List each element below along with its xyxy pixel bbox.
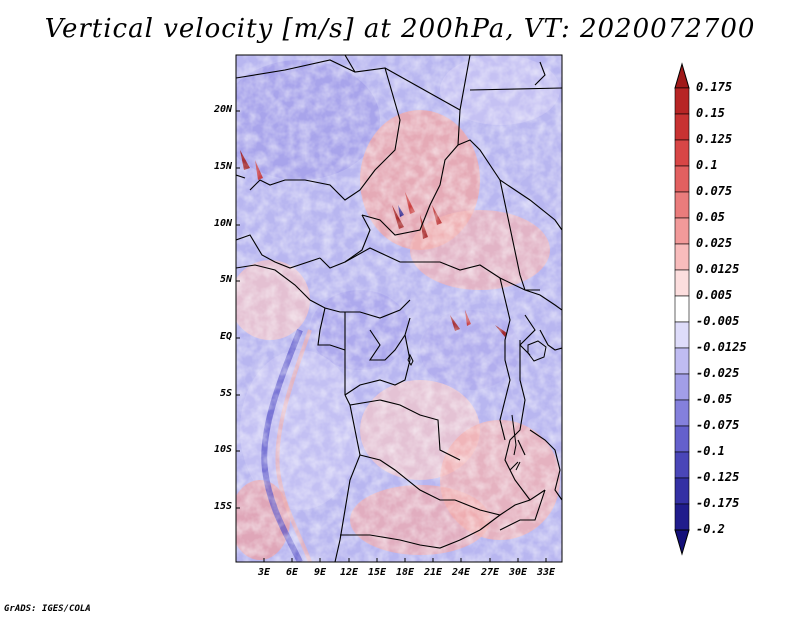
lon-label-12e: 12E [339,567,359,578]
colorbar-label: -0.025 [696,366,740,380]
colorbar-label: -0.125 [696,470,740,484]
colorbar-swatch [674,191,690,219]
colorbar-swatch [674,425,690,453]
colorbar-label: -0.05 [696,392,733,406]
colorbar-bottom-arrow [674,529,690,556]
lat-label-eq: EQ [219,331,232,342]
colorbar-swatch [674,139,690,167]
map-frame [235,54,563,563]
colorbar-label: 0.075 [696,184,733,198]
colorbar-swatch [674,321,690,349]
colorbar-swatch [674,87,690,115]
colorbar-label: 0.05 [696,210,725,224]
colorbar-top-arrow [674,62,690,89]
colorbar-swatch [674,503,690,531]
colorbar [674,62,690,556]
lat-label-15n: 15N [213,161,232,172]
colorbar-label: 0.005 [696,288,733,302]
colorbar-label: -0.005 [696,314,740,328]
colorbar-label: -0.175 [696,496,740,510]
colorbar-label: 0.175 [696,80,733,94]
lon-label-24e: 24E [451,567,471,578]
colorbar-swatch [674,165,690,193]
lon-label-21e: 21E [423,567,443,578]
grads-credit: GrADS: IGES/COLA [4,604,91,614]
colorbar-label: -0.2 [696,522,725,536]
map-title: Vertical velocity [m/s] at 200hPa, VT: 2… [44,14,756,44]
lon-label-3e: 3E [257,567,271,578]
colorbar-label: -0.075 [696,418,740,432]
lon-label-9e: 9E [313,567,327,578]
colorbar-swatch [674,477,690,505]
map-plot-area [236,55,562,562]
colorbar-label: 0.15 [696,106,725,120]
lon-label-6e: 6E [285,567,299,578]
colorbar-swatch [674,399,690,427]
colorbar-swatch [674,451,690,479]
colorbar-label: 0.0125 [696,262,740,276]
lat-label-20n: 20N [213,104,232,115]
lat-label-5n: 5N [219,274,232,285]
colorbar-swatch [674,113,690,141]
lon-label-18e: 18E [395,567,415,578]
lat-label-15s: 15S [213,501,232,512]
colorbar-swatch [674,217,690,245]
colorbar-swatch [674,269,690,297]
colorbar-label: 0.1 [696,158,718,172]
colorbar-swatch [674,243,690,271]
colorbar-swatch [674,347,690,375]
lon-label-33e: 33E [536,567,556,578]
lon-label-27e: 27E [480,567,500,578]
colorbar-swatch [674,295,690,323]
colorbar-label: 0.025 [696,236,733,250]
colorbar-label: -0.0125 [696,340,747,354]
lon-label-30e: 30E [508,567,528,578]
lat-label-10n: 10N [213,218,232,229]
colorbar-label: -0.1 [696,444,725,458]
colorbar-swatch [674,373,690,401]
lon-label-15e: 15E [367,567,387,578]
lat-label-5s: 5S [219,388,232,399]
colorbar-label: 0.125 [696,132,733,146]
lat-label-10s: 10S [213,444,232,455]
